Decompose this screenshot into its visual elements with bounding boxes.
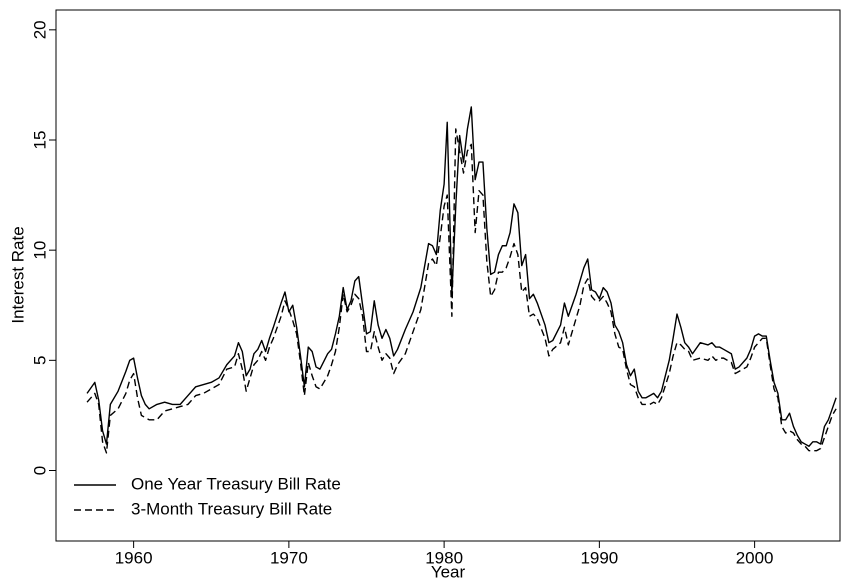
x-tick-label: 2000 bbox=[736, 548, 774, 567]
legend-label: One Year Treasury Bill Rate bbox=[131, 474, 341, 493]
legend-label: 3-Month Treasury Bill Rate bbox=[131, 499, 332, 518]
y-tick-label: 10 bbox=[30, 241, 49, 260]
x-axis-label: Year bbox=[431, 562, 466, 581]
y-tick-label: 5 bbox=[30, 356, 49, 365]
x-tick-label: 1980 bbox=[425, 548, 463, 567]
x-tick-label: 1990 bbox=[580, 548, 618, 567]
y-tick-label: 15 bbox=[30, 131, 49, 150]
y-axis-label: Interest Rate bbox=[8, 226, 27, 323]
y-tick-label: 0 bbox=[30, 466, 49, 475]
series-line bbox=[86, 128, 837, 454]
plot-frame bbox=[55, 9, 841, 542]
series-line bbox=[86, 106, 837, 447]
y-tick-label: 20 bbox=[30, 20, 49, 39]
x-tick-label: 1960 bbox=[115, 548, 153, 567]
x-tick-label: 1970 bbox=[270, 548, 308, 567]
